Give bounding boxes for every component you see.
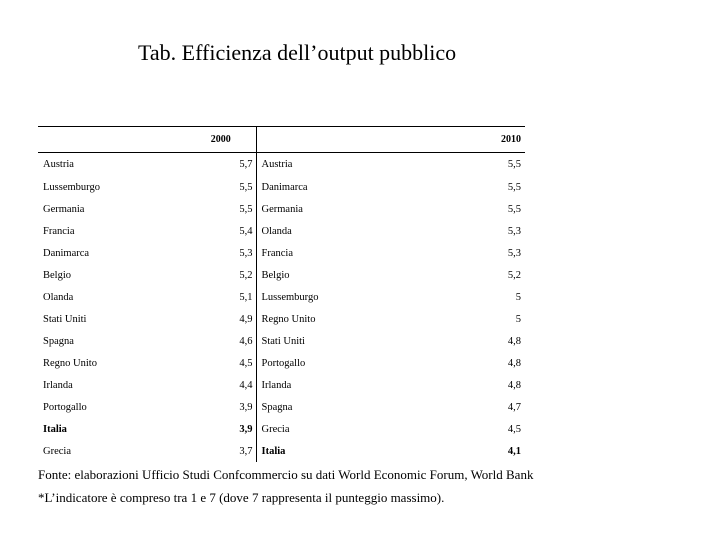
country-2000: Irlanda bbox=[43, 379, 73, 391]
country-2000: Spagna bbox=[43, 335, 74, 347]
table-body: Austria 5,7 Austria 5,5 Lussemburgo 5,5 Danima… bbox=[38, 152, 525, 462]
country-2000: Portogallo bbox=[43, 401, 87, 413]
table-row: Spagna 4,6 Stati Uniti 4,8 bbox=[38, 330, 525, 352]
country-2010: Grecia bbox=[255, 418, 446, 440]
value-2000: 4,5 bbox=[239, 357, 253, 369]
value-2000: 5,5 bbox=[239, 181, 253, 193]
table-row: Regno Unito 4,5 Portogallo 4,8 bbox=[38, 352, 525, 374]
country-2010: Spagna bbox=[255, 396, 446, 418]
table-row: Stati Uniti 4,9 Regno Unito 5 bbox=[38, 308, 525, 330]
efficiency-table-container: 2000 2010 Austria 5,7 Austria 5,5 Lussemburg… bbox=[38, 126, 525, 462]
value-2010: 4,7 bbox=[507, 401, 521, 413]
table-row: Irlanda 4,4 Irlanda 4,8 bbox=[38, 374, 525, 396]
table-row: Portogallo 3,9 Spagna 4,7 bbox=[38, 396, 525, 418]
page-title: Tab. Efficienza dell’output pubblico bbox=[138, 40, 457, 65]
value-2000: 3,7 bbox=[239, 445, 253, 457]
country-2000: Austria bbox=[43, 159, 74, 170]
value-2010: 5,3 bbox=[507, 225, 521, 237]
country-2010: Portogallo bbox=[255, 352, 446, 374]
value-2000: 3,9 bbox=[239, 401, 253, 413]
value-2010: 5 bbox=[515, 291, 521, 303]
country-2010: Regno Unito bbox=[255, 308, 446, 330]
table-row: Danimarca 5,3 Francia 5,3 bbox=[38, 242, 525, 264]
country-2000: Francia bbox=[43, 225, 75, 237]
country-2000: Regno Unito bbox=[43, 357, 97, 369]
footnote: *L’indicatore è compreso tra 1 e 7 (dove… bbox=[38, 490, 445, 505]
value-2000: 5,5 bbox=[239, 203, 253, 215]
header-year-2010: 2010 bbox=[446, 126, 525, 153]
value-2010: 4,8 bbox=[507, 357, 521, 369]
country-2010: Germania bbox=[255, 198, 446, 220]
value-2010: 5 bbox=[515, 313, 521, 325]
country-2010: Olanda bbox=[255, 220, 446, 242]
header-spacer-2 bbox=[255, 126, 446, 153]
value-2000: 5,2 bbox=[239, 269, 253, 281]
table-row: Italia 3,9 Grecia 4,5 bbox=[38, 418, 525, 440]
country-2010: Italia bbox=[255, 440, 446, 462]
country-2010: Belgio bbox=[255, 264, 446, 286]
value-2010: 4,5 bbox=[507, 423, 521, 435]
country-2000: Italia bbox=[43, 423, 67, 435]
table-row: Lussemburgo 5,5 Danimarca 5,5 bbox=[38, 176, 525, 198]
value-2010: 4,1 bbox=[507, 445, 521, 457]
table-row: Grecia 3,7 Italia 4,1 bbox=[38, 440, 525, 462]
country-2000: Lussemburgo bbox=[43, 181, 100, 193]
table-row: Austria 5,7 Austria 5,5 bbox=[38, 152, 525, 176]
table-header-row: 2000 2010 bbox=[38, 126, 525, 153]
value-2000: 4,6 bbox=[239, 335, 253, 347]
country-2010: Austria bbox=[255, 152, 446, 176]
value-2000: 4,4 bbox=[239, 379, 253, 391]
value-2010: 5,5 bbox=[507, 203, 521, 215]
table-row: Belgio 5,2 Belgio 5,2 bbox=[38, 264, 525, 286]
country-2010: Danimarca bbox=[255, 176, 446, 198]
country-2000: Belgio bbox=[43, 269, 71, 281]
value-2000: 5,3 bbox=[239, 247, 253, 259]
value-2000: 4,9 bbox=[239, 313, 253, 325]
value-2000: 5,7 bbox=[239, 159, 253, 170]
country-2000: Olanda bbox=[43, 291, 74, 303]
country-2010: Francia bbox=[255, 242, 446, 264]
value-2010: 4,8 bbox=[507, 335, 521, 347]
header-spacer bbox=[38, 126, 186, 153]
value-2010: 5,5 bbox=[507, 159, 521, 170]
value-2010: 4,8 bbox=[507, 379, 521, 391]
country-2000: Stati Uniti bbox=[43, 313, 87, 325]
value-2000: 5,1 bbox=[239, 291, 253, 303]
efficiency-table: 2000 2010 Austria 5,7 Austria 5,5 Lussemburg… bbox=[38, 126, 525, 462]
value-2010: 5,2 bbox=[507, 269, 521, 281]
header-year-2000: 2000 bbox=[186, 126, 256, 153]
table-row: Germania 5,5 Germania 5,5 bbox=[38, 198, 525, 220]
table-row: Francia 5,4 Olanda 5,3 bbox=[38, 220, 525, 242]
table-row: Olanda 5,1 Lussemburgo 5 bbox=[38, 286, 525, 308]
country-2010: Lussemburgo bbox=[255, 286, 446, 308]
country-2010: Stati Uniti bbox=[255, 330, 446, 352]
value-2010: 5,3 bbox=[507, 247, 521, 259]
country-2000: Danimarca bbox=[43, 247, 90, 259]
value-2000: 5,4 bbox=[239, 225, 253, 237]
value-2010: 5,5 bbox=[507, 181, 521, 193]
country-2000: Grecia bbox=[43, 445, 71, 457]
source-note: Fonte: elaborazioni Ufficio Studi Confco… bbox=[38, 467, 534, 482]
value-2000: 3,9 bbox=[239, 423, 253, 435]
country-2000: Germania bbox=[43, 203, 85, 215]
country-2010: Irlanda bbox=[255, 374, 446, 396]
